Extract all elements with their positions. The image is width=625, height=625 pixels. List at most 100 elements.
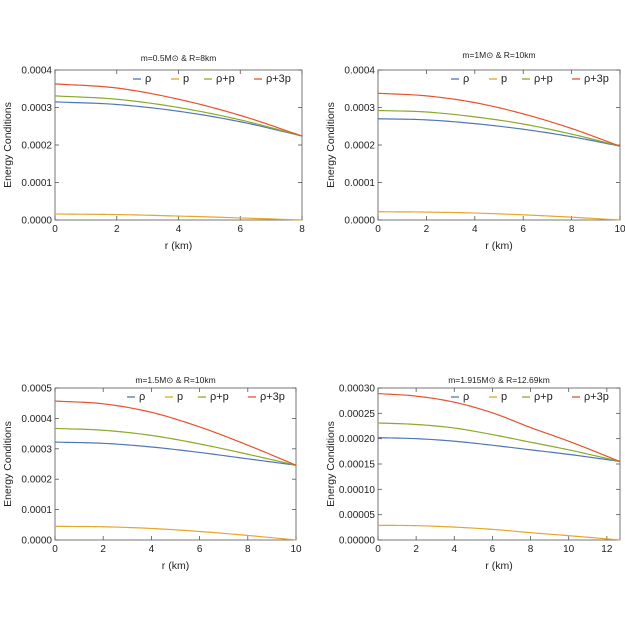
x-tick-label: 10: [614, 224, 625, 235]
x-tick-label: 4: [149, 544, 155, 555]
x-tick-label: 0: [375, 544, 381, 555]
x-tick-label: 8: [245, 544, 251, 555]
legend-entry: ρ: [139, 391, 145, 403]
y-tick-label: 0.0005: [21, 384, 52, 395]
x-tick-label: 8: [528, 544, 534, 555]
y-tick-label: 0.0001: [344, 178, 375, 189]
plot-frame: [377, 69, 621, 221]
legend-entry: p: [183, 73, 189, 85]
legend-entry: ρ+p: [216, 73, 235, 85]
y-tick-label: 0.00015: [339, 460, 376, 471]
y-tick-label: 0.00000: [339, 536, 376, 547]
legend-entry: ρ+p: [210, 391, 229, 403]
y-tick-label: 0.0000: [344, 216, 375, 227]
y-tick-label: 0.00025: [339, 409, 376, 420]
x-tick-label: 6: [197, 544, 203, 555]
y-tick-label: 0.0003: [21, 444, 52, 455]
y-tick-label: 0.00010: [339, 485, 376, 496]
plot-frame: [54, 69, 303, 221]
legend-entry: ρ+p: [534, 391, 553, 403]
y-tick-label: 0.00005: [339, 510, 376, 521]
y-tick-label: 0.0002: [21, 475, 52, 486]
legend-entry: p: [501, 73, 507, 85]
x-tick-label: 4: [451, 544, 457, 555]
series-line-rho-plus-3p: [54, 400, 297, 466]
y-tick-label: 0.00020: [339, 434, 376, 445]
y-tick-label: 0.0003: [344, 103, 375, 114]
x-tick-label: 8: [299, 224, 305, 235]
legend: ρ p ρ+p ρ+3p: [451, 73, 609, 85]
x-tick-label: 4: [176, 224, 182, 235]
x-tick-label: 0: [52, 224, 58, 235]
y-tick-label: 0.0002: [21, 141, 52, 152]
x-tick-label: 2: [413, 544, 419, 555]
y-axis-label: Energy Conditions: [325, 421, 337, 507]
x-axis-label: r (km): [162, 560, 189, 572]
x-tick-label: 10: [290, 544, 302, 555]
y-tick-label: 0.0004: [21, 414, 52, 425]
legend-entry: ρ: [145, 73, 151, 85]
x-tick-label: 0: [52, 544, 58, 555]
x-tick-label: 2: [100, 544, 106, 555]
y-tick-label: 0.0000: [21, 536, 52, 547]
series-line-p: [377, 524, 621, 541]
series-line-p: [54, 213, 303, 221]
legend-entry: ρ+3p: [584, 391, 609, 403]
x-axis-label: r (km): [485, 240, 512, 252]
series-line-rho-plus-p: [54, 95, 303, 137]
plot-frame: [54, 387, 297, 541]
series-line-rho: [54, 101, 303, 137]
chart-panel-1: m=0.5M⊙ & R=8km 0.0000 0.0001 0.0002 0.0003 0…: [2, 53, 305, 252]
legend-entry: p: [177, 391, 183, 403]
legend-entry: ρ+3p: [260, 391, 285, 403]
x-tick-label: 0: [375, 224, 381, 235]
legend-entry: ρ+p: [534, 73, 553, 85]
legend-entry: ρ: [463, 391, 469, 403]
y-tick-label: 0.0004: [21, 66, 52, 77]
x-tick-label: 8: [569, 224, 575, 235]
legend: ρ p ρ+p ρ+3p: [451, 391, 609, 403]
series-line-rho-plus-p: [54, 427, 297, 466]
chart-panel-4: m=1.915M⊙ & R=12.69km 0.00000 0.00005 0.000…: [325, 375, 621, 572]
series-line-p: [54, 525, 297, 541]
plot-frame: [377, 387, 621, 541]
y-axis-label: Energy Conditions: [2, 102, 14, 188]
chart-panel-3: m=1.5M⊙ & R=10km 0.0000 0.0001 0.0002 0.0003…: [2, 375, 302, 572]
y-axis-label: Energy Conditions: [2, 421, 14, 507]
series-line-rho-plus-3p: [54, 83, 303, 137]
x-tick-label: 2: [424, 224, 430, 235]
series-line-rho: [377, 118, 621, 147]
x-tick-label: 6: [237, 224, 243, 235]
x-tick-label: 2: [114, 224, 120, 235]
x-axis-label: r (km): [165, 240, 192, 252]
x-tick-label: 6: [490, 544, 496, 555]
x-tick-label: 10: [563, 544, 575, 555]
legend-entry: p: [501, 391, 507, 403]
series-line-rho-plus-p: [377, 109, 621, 147]
y-tick-label: 0.0001: [21, 178, 52, 189]
x-tick-label: 4: [472, 224, 478, 235]
legend-entry: ρ: [463, 73, 469, 85]
series-line-rho: [54, 441, 297, 466]
series-line-rho: [377, 437, 621, 463]
chart-title: m=0.5M⊙ & R=8km: [141, 53, 217, 63]
y-axis-label: Energy Conditions: [325, 102, 337, 188]
legend: ρ p ρ+p ρ+3p: [133, 73, 291, 85]
y-tick-label: 0.0004: [344, 66, 375, 77]
legend: ρ p ρ+p ρ+3p: [127, 391, 285, 403]
y-tick-label: 0.0002: [344, 141, 375, 152]
chart-title: m=1M⊙ & R=10km: [462, 50, 535, 60]
x-tick-label: 12: [601, 544, 613, 555]
y-tick-label: 0.0001: [21, 505, 52, 516]
x-tick-label: 6: [520, 224, 526, 235]
chart-panel-2: m=1M⊙ & R=10km 0.0000 0.0001 0.0002 0.0003 0.…: [325, 50, 625, 252]
y-tick-label: 0.0000: [21, 216, 52, 227]
legend-entry: ρ+3p: [266, 73, 291, 85]
series-line-rho-plus-p: [377, 422, 621, 463]
chart-title: m=1.5M⊙ & R=10km: [135, 375, 215, 385]
y-tick-label: 0.0003: [21, 103, 52, 114]
x-axis-label: r (km): [485, 560, 512, 572]
series-line-p: [377, 211, 621, 221]
y-tick-label: 0.00030: [339, 384, 376, 395]
